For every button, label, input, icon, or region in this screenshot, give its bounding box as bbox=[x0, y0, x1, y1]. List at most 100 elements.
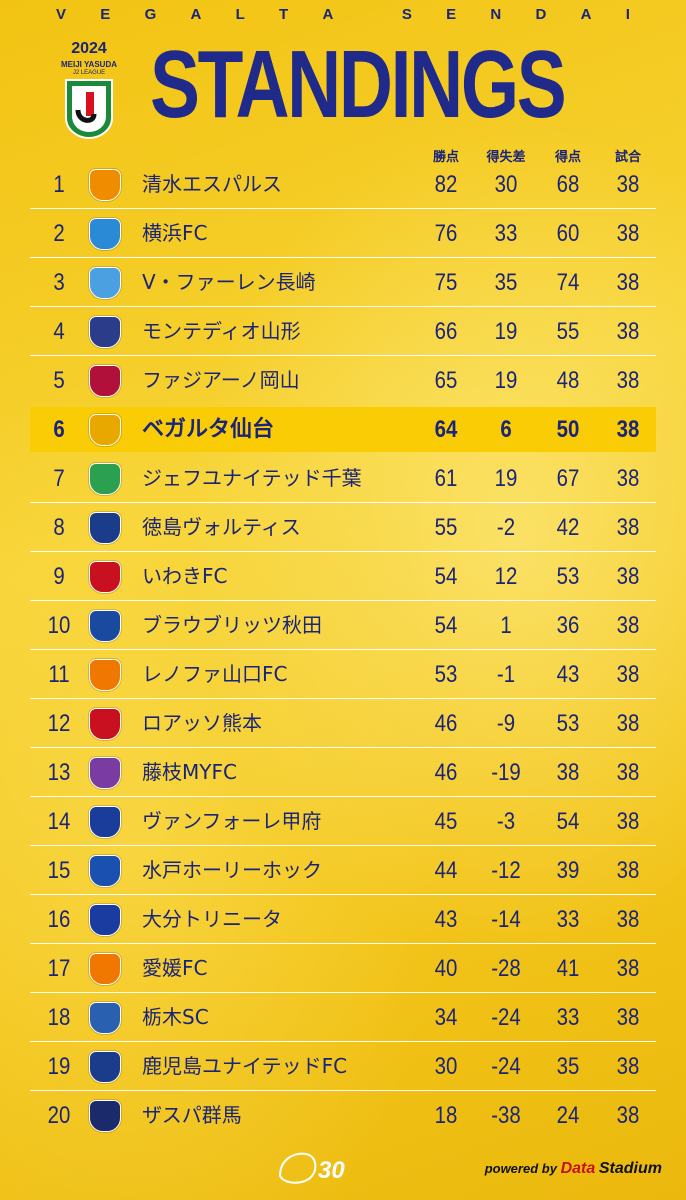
goal-diff-cell: -9 bbox=[496, 710, 516, 737]
points-cell: 55 bbox=[434, 514, 458, 541]
points-cell: 46 bbox=[434, 759, 458, 786]
goal-diff-cell: 30 bbox=[494, 171, 518, 198]
matches-cell: 38 bbox=[616, 367, 640, 394]
rank-cell: 7 bbox=[53, 465, 65, 492]
table-row: 4 モンテディオ山形 66 19 55 38 bbox=[30, 307, 656, 356]
goal-diff-cell: 19 bbox=[494, 367, 518, 394]
team-name-cell: 大分トリニータ bbox=[142, 907, 282, 931]
points-cell: 61 bbox=[434, 465, 458, 492]
points-cell: 64 bbox=[434, 416, 458, 443]
goals-cell: 41 bbox=[556, 955, 580, 982]
matches-cell: 38 bbox=[616, 1053, 640, 1080]
banner-letter: A bbox=[580, 6, 592, 23]
team-crest-icon bbox=[88, 560, 121, 593]
banner-letter: V bbox=[56, 6, 67, 23]
j2-league-logo: 2024 MEIJI YASUDA J2 LEAGUE bbox=[60, 40, 118, 140]
banner-letter: D bbox=[535, 6, 547, 23]
goals-cell: 38 bbox=[556, 759, 580, 786]
team-crest-icon bbox=[88, 609, 121, 642]
goal-diff-cell: -24 bbox=[491, 1053, 521, 1080]
team-name-cell: ジェフユナイテッド千葉 bbox=[142, 466, 362, 490]
row-divider bbox=[30, 208, 656, 209]
goal-diff-cell: 1 bbox=[500, 612, 512, 639]
points-cell: 44 bbox=[434, 857, 458, 884]
team-crest-icon bbox=[88, 854, 121, 887]
goals-cell: 53 bbox=[556, 710, 580, 737]
points-cell: 76 bbox=[434, 220, 458, 247]
team-crest-icon bbox=[88, 511, 121, 544]
goal-diff-cell: -14 bbox=[491, 906, 521, 933]
matches-cell: 38 bbox=[616, 465, 640, 492]
rank-cell: 19 bbox=[47, 1053, 71, 1080]
points-cell: 54 bbox=[434, 563, 458, 590]
anniversary-number: 30 bbox=[318, 1157, 345, 1184]
banner-letter: A bbox=[322, 6, 334, 23]
rank-cell: 5 bbox=[53, 367, 65, 394]
goals-cell: 68 bbox=[556, 171, 580, 198]
table-row: 8 徳島ヴォルティス 55 -2 42 38 bbox=[30, 503, 656, 552]
matches-cell: 38 bbox=[616, 269, 640, 296]
rank-cell: 12 bbox=[47, 710, 71, 737]
banner-letter: E bbox=[100, 6, 111, 23]
team-crest-icon bbox=[88, 1001, 121, 1034]
row-divider bbox=[30, 355, 656, 356]
rank-cell: 3 bbox=[53, 269, 65, 296]
table-row: 7 ジェフユナイテッド千葉 61 19 67 38 bbox=[30, 454, 656, 503]
team-name-cell: 栃木SC bbox=[142, 1005, 209, 1029]
table-row: 2 横浜FC 76 33 60 38 bbox=[30, 209, 656, 258]
goals-cell: 50 bbox=[556, 416, 580, 443]
data-stadium-logo-part-a: Data bbox=[560, 1160, 596, 1177]
points-cell: 43 bbox=[434, 906, 458, 933]
anniversary-logo: 30 bbox=[278, 1152, 345, 1184]
table-row: 11 レノファ山口FC 53 -1 43 38 bbox=[30, 650, 656, 699]
goal-diff-cell: -24 bbox=[491, 1004, 521, 1031]
goals-cell: 54 bbox=[556, 808, 580, 835]
table-row: 9 いわきFC 54 12 53 38 bbox=[30, 552, 656, 601]
banner-letter: L bbox=[235, 6, 245, 23]
team-name-cell: ブラウブリッツ秋田 bbox=[142, 613, 322, 637]
header-goals: 得点 bbox=[554, 150, 581, 165]
goals-cell: 36 bbox=[556, 612, 580, 639]
team-crest-icon bbox=[88, 364, 121, 397]
goal-diff-cell: 19 bbox=[494, 465, 518, 492]
goal-diff-cell: 35 bbox=[494, 269, 518, 296]
powered-by-label: powered by bbox=[484, 1161, 557, 1176]
row-divider bbox=[30, 1090, 656, 1091]
points-cell: 82 bbox=[434, 171, 458, 198]
data-stadium-logo-part-b: Stadium bbox=[598, 1160, 662, 1177]
team-name-cell: 鹿児島ユナイテッドFC bbox=[142, 1054, 348, 1078]
table-row: 13 藤枝MYFC 46 -19 38 38 bbox=[30, 748, 656, 797]
team-name-cell: V・ファーレン長崎 bbox=[142, 270, 316, 294]
points-cell: 75 bbox=[434, 269, 458, 296]
rank-cell: 11 bbox=[48, 661, 70, 688]
goals-cell: 42 bbox=[556, 514, 580, 541]
matches-cell: 38 bbox=[616, 661, 640, 688]
team-crest-icon bbox=[88, 658, 121, 691]
team-name-cell: 徳島ヴォルティス bbox=[142, 515, 301, 539]
banner-letter: E bbox=[446, 6, 457, 23]
points-cell: 30 bbox=[434, 1053, 458, 1080]
rank-cell: 4 bbox=[53, 318, 65, 345]
matches-cell: 38 bbox=[616, 906, 640, 933]
points-cell: 54 bbox=[434, 612, 458, 639]
points-cell: 65 bbox=[434, 367, 458, 394]
matches-cell: 38 bbox=[616, 220, 640, 247]
matches-cell: 38 bbox=[616, 759, 640, 786]
table-row: 18 栃木SC 34 -24 33 38 bbox=[30, 993, 656, 1042]
points-cell: 40 bbox=[434, 955, 458, 982]
rank-cell: 20 bbox=[47, 1102, 71, 1129]
table-row: 17 愛媛FC 40 -28 41 38 bbox=[30, 944, 656, 993]
matches-cell: 38 bbox=[616, 1004, 640, 1031]
team-crest-icon bbox=[88, 315, 121, 348]
goals-cell: 55 bbox=[556, 318, 580, 345]
rank-cell: 9 bbox=[53, 563, 65, 590]
team-name-cell: 水戸ホーリーホック bbox=[142, 858, 322, 882]
goals-cell: 39 bbox=[556, 857, 580, 884]
row-divider bbox=[30, 796, 656, 797]
powered-by-credit: powered by Data Stadium bbox=[485, 1160, 662, 1178]
row-divider bbox=[30, 502, 656, 503]
points-cell: 46 bbox=[434, 710, 458, 737]
banner-letter: N bbox=[490, 6, 502, 23]
rank-cell: 10 bbox=[47, 612, 71, 639]
